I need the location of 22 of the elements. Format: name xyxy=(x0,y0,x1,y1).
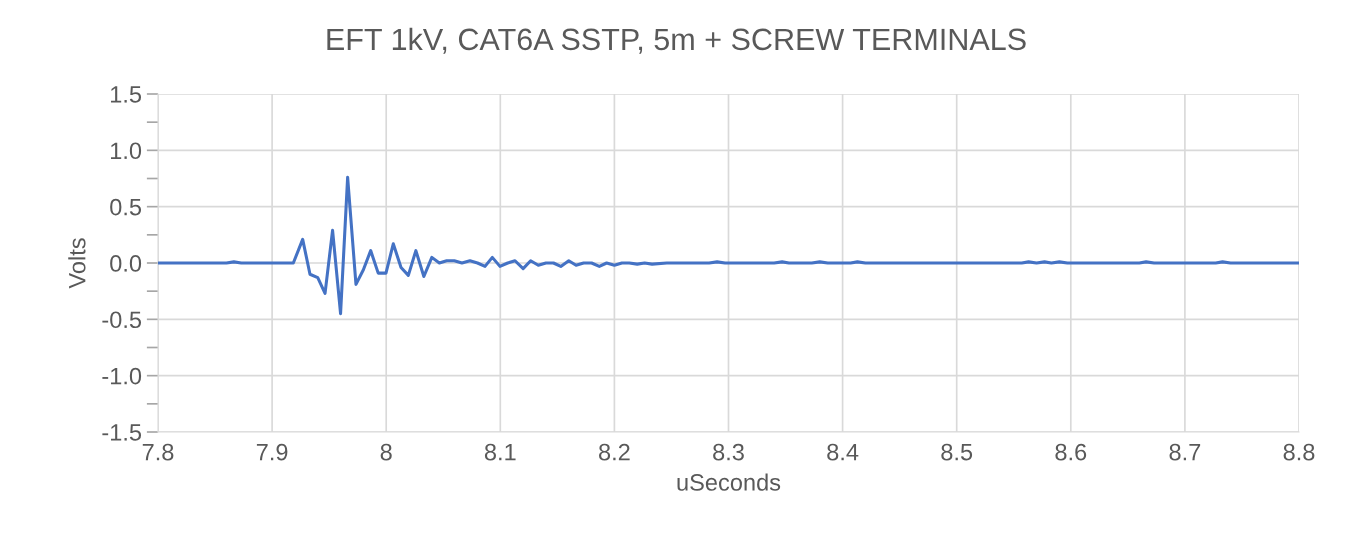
y-axis-title: Volts xyxy=(68,238,86,289)
y-tick-label: 0.0 xyxy=(110,255,142,272)
x-tick-label: 8.3 xyxy=(713,443,744,461)
x-tick-label: 7.9 xyxy=(256,443,288,461)
chart-title: EFT 1kV, CAT6A SSTP, 5m + SCREW TERMINALS xyxy=(327,27,1026,54)
y-tick-label: 1.5 xyxy=(111,86,142,103)
x-tick-label: 7.8 xyxy=(142,443,174,461)
x-tick-label: 8.2 xyxy=(599,443,630,461)
y-tick-label: -1.5 xyxy=(102,424,142,441)
y-tick-label: -0.5 xyxy=(102,311,142,329)
x-axis-title: uSeconds xyxy=(677,473,781,491)
x-tick-label: 8.4 xyxy=(827,443,859,461)
x-tick-label: 8.6 xyxy=(1055,443,1087,461)
x-tick-label: 8.7 xyxy=(1169,443,1201,461)
y-tick-label: 0.5 xyxy=(110,198,142,216)
x-tick-label: 8.1 xyxy=(484,443,516,461)
y-tick-label: 1.0 xyxy=(111,142,142,160)
x-tick-label: 8.5 xyxy=(941,443,973,461)
x-tick-label: 8.8 xyxy=(1283,443,1315,461)
x-tick-label: 8 xyxy=(380,443,392,461)
line-series xyxy=(158,175,1299,316)
y-tick-label: -1.0 xyxy=(102,367,142,385)
